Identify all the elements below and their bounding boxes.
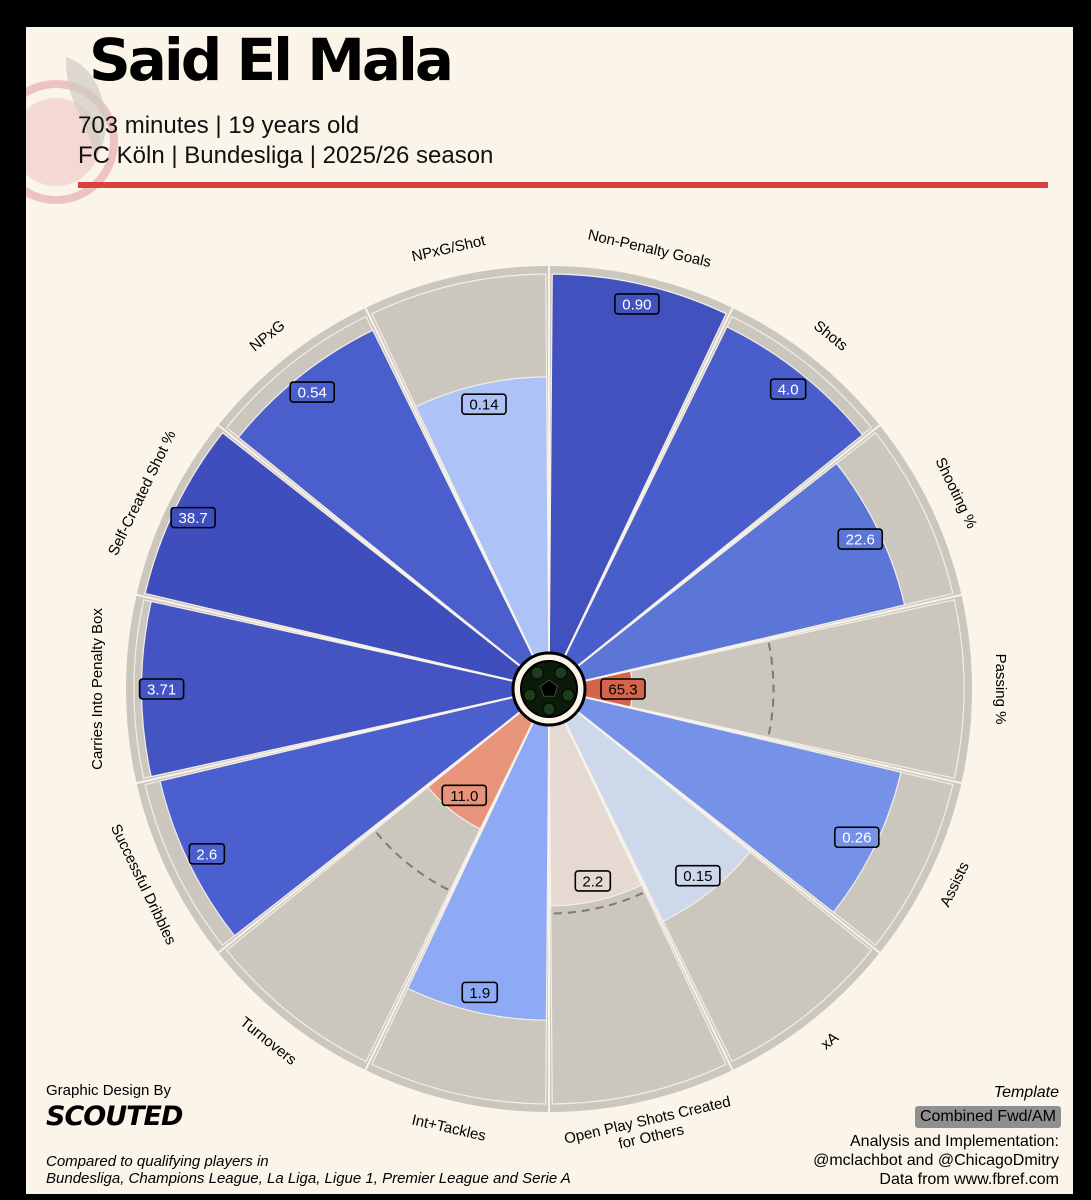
value-label-7: 1.9: [469, 985, 490, 1002]
value-box-8: [441, 784, 488, 807]
slice-separator: [581, 695, 962, 785]
value-label-8: 11.0: [450, 788, 478, 805]
comparison-note: Compared to qualifying players in Bundes…: [46, 1153, 686, 1187]
value-box-2: [837, 528, 884, 550]
design-credit-label: Graphic Design By: [46, 1082, 172, 1099]
value-label-11: 38.7: [179, 510, 208, 527]
value-box-1: [769, 378, 807, 400]
category-label-12: NPxG: [247, 317, 289, 355]
value-box-6: [574, 870, 612, 892]
median-reference-arc: [552, 892, 644, 915]
graphic-card: Said El Mala 703 minutes | 19 years old …: [26, 27, 1073, 1194]
football-patch-icon: [530, 666, 544, 680]
value-label-4: 0.26: [842, 830, 871, 847]
credits-line2: @mclachbot and @ChicagoDmitry: [813, 1152, 1059, 1169]
slice-separator: [562, 307, 734, 659]
value-label-2: 22.6: [846, 532, 875, 549]
scouted-logo: SCOUTED: [46, 1101, 183, 1132]
category-label-10: Carries Into Penalty Box: [89, 608, 106, 770]
header-divider: [78, 182, 1048, 188]
slice-separator: [364, 719, 536, 1071]
value-box-3: [600, 678, 646, 700]
value-box-13: [461, 393, 507, 415]
category-label-13: NPxG/Shot: [410, 232, 488, 265]
slice-separator: [136, 593, 517, 683]
value-box-10: [138, 678, 185, 700]
value-box-11: [170, 506, 216, 529]
player-name: Said El Mala: [89, 27, 454, 94]
club-crest-watermark: [26, 57, 118, 204]
value-label-12: 0.54: [298, 385, 327, 402]
value-label-1: 4.0: [778, 382, 799, 399]
value-box-0: [614, 293, 660, 315]
value-box-5: [675, 864, 721, 887]
value-box-9: [188, 842, 226, 865]
football-patch-icon: [523, 688, 537, 702]
slice-separator: [574, 709, 881, 954]
value-box-7: [461, 981, 499, 1004]
template-label: Template: [993, 1084, 1059, 1101]
player-minutes-age: 703 minutes | 19 years old: [78, 112, 360, 139]
category-label-1: Shots: [810, 317, 851, 354]
category-label-5: xA: [818, 1029, 842, 1053]
value-label-10: 3.71: [147, 682, 176, 699]
slice-separator: [574, 424, 881, 669]
value-label-13: 0.14: [469, 397, 498, 414]
category-label-4: Assists: [937, 859, 973, 909]
football-pentagon-icon: [539, 679, 559, 697]
category-label-3: Passing %: [992, 654, 1009, 725]
slice-separator: [217, 709, 524, 954]
category-label-0: Non-Penalty Goals: [586, 226, 713, 271]
credits: Analysis and Implementation: @mclachbot …: [813, 1132, 1059, 1189]
category-label-7: Int+Tackles: [410, 1111, 487, 1144]
slice-separator: [136, 695, 517, 785]
value-box-12: [289, 381, 336, 403]
value-label-9: 2.6: [196, 846, 217, 863]
category-label-2: Shooting %: [932, 455, 981, 532]
player-club-league-season: FC Köln | Bundesliga | 2025/26 season: [78, 142, 494, 169]
value-label-0: 0.90: [622, 296, 651, 313]
football-patch-icon: [542, 702, 556, 716]
value-box-4: [834, 826, 880, 849]
template-badge: Combined Fwd/AM: [914, 1106, 1061, 1128]
comparison-note-line1: Compared to qualifying players in: [46, 1153, 269, 1170]
value-label-6: 2.2: [582, 873, 603, 890]
slice-separator: [364, 307, 536, 659]
credits-line3: Data from www.fbref.com: [879, 1171, 1059, 1188]
credits-line1: Analysis and Implementation:: [850, 1133, 1059, 1150]
football-patch-icon: [561, 688, 575, 702]
football-patch-icon: [554, 666, 568, 680]
slice-separator: [581, 593, 962, 683]
pizza-chart: 0.90 4.0 22.6 65.3 0.26 0.15 2.2 1.9 11.0 2.6 3.71…: [89, 226, 1009, 1152]
median-reference-arc: [375, 831, 449, 891]
slice-separator: [562, 719, 734, 1071]
value-label-3: 65.3: [608, 682, 637, 699]
value-label-5: 0.15: [683, 868, 712, 885]
slice-separator: [217, 424, 524, 669]
comparison-note-line2: Bundesliga, Champions League, La Liga, L…: [46, 1170, 571, 1187]
median-reference-arc: [767, 642, 775, 736]
